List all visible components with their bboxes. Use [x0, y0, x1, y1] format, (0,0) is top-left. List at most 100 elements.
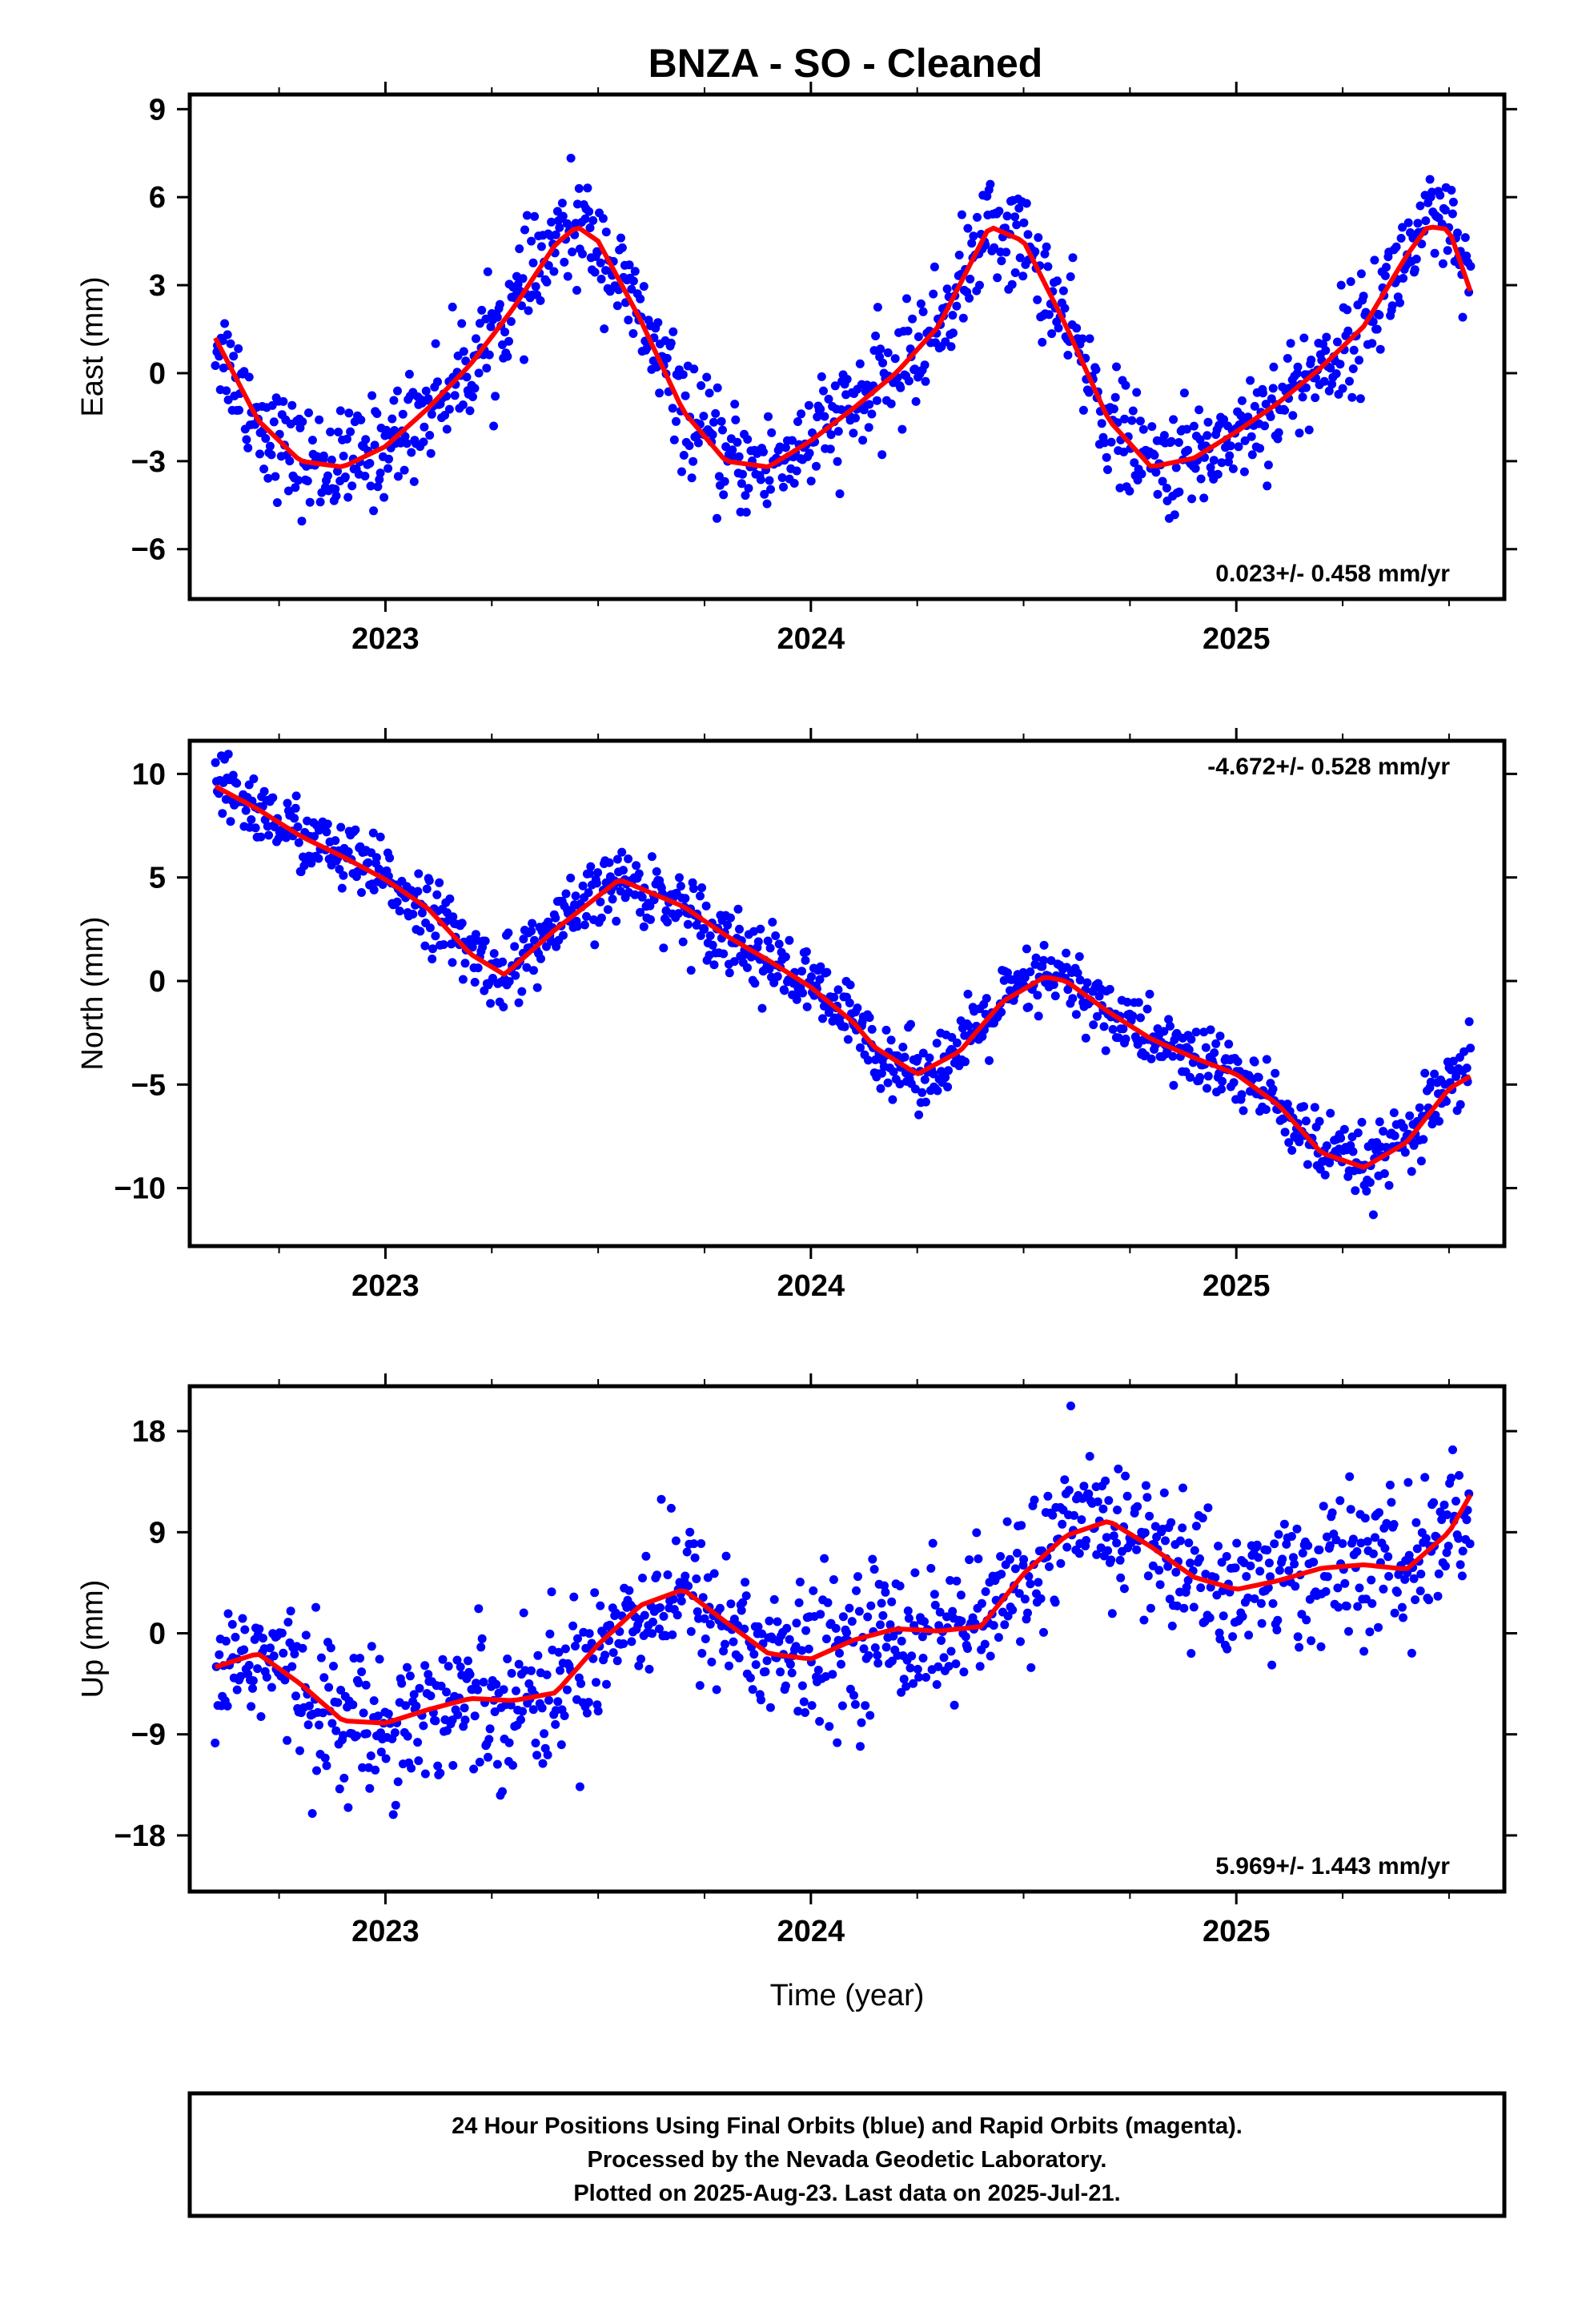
data-point [333, 467, 342, 476]
data-point [1199, 493, 1209, 503]
data-point [397, 1679, 407, 1688]
data-point [267, 450, 276, 460]
data-point [527, 1666, 536, 1675]
data-point [997, 1007, 1006, 1017]
data-point [941, 1072, 950, 1082]
data-point [685, 441, 694, 450]
data-point [522, 211, 532, 220]
data-point [1351, 1186, 1360, 1196]
data-point [733, 904, 743, 914]
data-point [869, 1565, 879, 1574]
data-point [1367, 1575, 1376, 1585]
data-point [1132, 1545, 1142, 1554]
data-point [807, 972, 816, 982]
data-point [795, 1578, 805, 1586]
data-point [1405, 1111, 1415, 1120]
data-point [792, 1618, 801, 1628]
data-point [828, 1670, 837, 1679]
data-point [749, 1650, 759, 1659]
data-point [234, 344, 243, 353]
data-point [1374, 1622, 1383, 1632]
data-point [1293, 362, 1303, 372]
data-point [1409, 1574, 1419, 1583]
data-point [765, 943, 775, 953]
data-point [218, 809, 227, 818]
data-point [1455, 1470, 1464, 1480]
data-point [980, 1639, 990, 1649]
data-point [918, 1654, 928, 1663]
data-point [997, 256, 1006, 266]
data-point [1195, 1554, 1204, 1563]
data-point [920, 1617, 929, 1626]
data-point [1085, 334, 1094, 344]
data-point [1315, 1545, 1324, 1554]
x-tick-label: 2024 [777, 622, 845, 656]
data-point [1395, 298, 1404, 308]
data-point [999, 975, 1009, 985]
data-point [1047, 329, 1057, 339]
data-point [1310, 1103, 1319, 1112]
data-point [1093, 1497, 1102, 1506]
data-point [520, 225, 529, 235]
data-point [624, 260, 634, 270]
x-axis-label: Time (year) [770, 1979, 925, 2012]
data-point [1325, 1541, 1335, 1550]
data-point [669, 1594, 678, 1604]
data-point [562, 219, 572, 228]
data-point [547, 217, 556, 227]
data-point [918, 307, 928, 316]
up-ticks: 2023 2024 2025 −18 −9 0 9 18 [114, 1373, 1517, 1948]
data-point [1287, 1146, 1297, 1155]
data-point [1299, 333, 1309, 343]
data-point [442, 1687, 452, 1697]
data-point [440, 411, 450, 420]
data-point [753, 1622, 763, 1631]
data-point [343, 847, 353, 856]
data-point [1256, 1598, 1266, 1608]
data-point [858, 436, 868, 445]
data-point [831, 1623, 841, 1633]
data-point [1403, 218, 1413, 227]
data-point [837, 1659, 845, 1669]
data-point [1203, 431, 1212, 440]
data-point [368, 828, 378, 838]
data-point [690, 1553, 700, 1562]
data-point [1331, 369, 1341, 379]
data-point [1447, 209, 1457, 219]
data-point [532, 1751, 542, 1760]
data-point [1150, 451, 1159, 460]
data-point [1247, 432, 1256, 441]
data-point [1198, 1514, 1207, 1523]
data-point [812, 461, 821, 471]
data-point [357, 1667, 367, 1677]
data-point [1255, 1566, 1265, 1576]
data-point [1217, 1084, 1227, 1094]
data-point [818, 1014, 827, 1023]
data-point [1333, 1583, 1343, 1593]
data-point [420, 1661, 430, 1671]
data-point [638, 1574, 647, 1582]
data-point [322, 827, 331, 837]
data-point [1397, 1602, 1407, 1612]
data-point [510, 942, 520, 951]
data-point [975, 280, 984, 290]
data-point [676, 882, 685, 891]
data-point [547, 1587, 556, 1597]
data-point [428, 955, 437, 963]
data-point [384, 454, 393, 464]
data-point [303, 1720, 313, 1730]
data-point [693, 438, 703, 448]
data-point [637, 892, 647, 902]
data-point [636, 907, 645, 917]
data-point [913, 1054, 922, 1063]
data-point [1338, 1539, 1347, 1548]
data-point [881, 1587, 890, 1597]
data-point [1447, 186, 1456, 195]
y-tick-label: −18 [114, 1819, 166, 1853]
data-point [855, 359, 865, 368]
data-point [721, 1551, 731, 1561]
north-ticks: 2023 2024 2025 −10 −5 0 5 10 [114, 728, 1517, 1303]
data-point [1172, 1601, 1182, 1610]
data-point [705, 931, 715, 940]
data-point [398, 409, 408, 419]
